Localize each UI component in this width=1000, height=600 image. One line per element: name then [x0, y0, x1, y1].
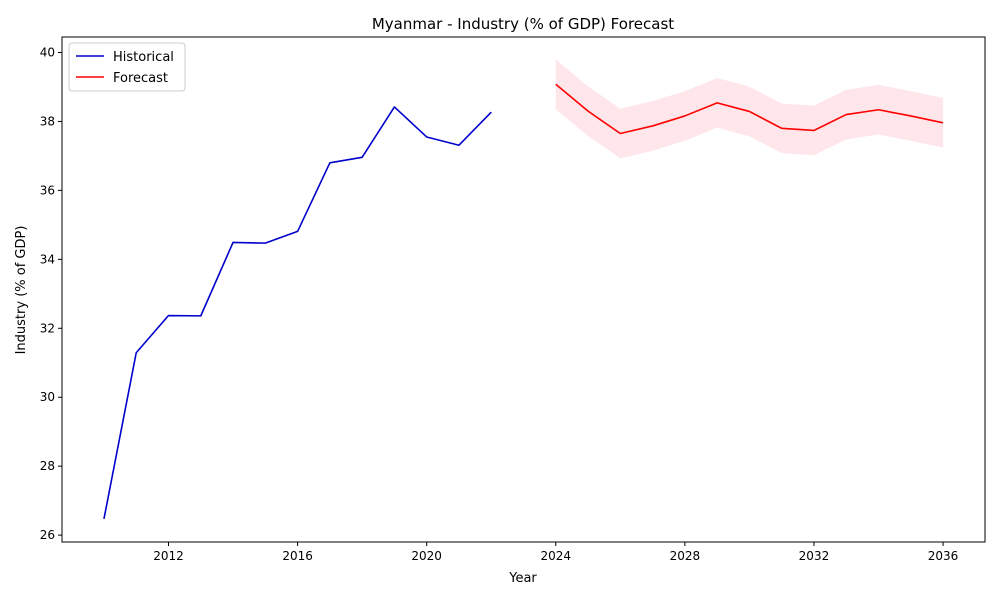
- historical-point: [426, 136, 428, 138]
- y-tick-label: 30: [40, 390, 55, 404]
- chart-title: Myanmar - Industry (% of GDP) Forecast: [372, 15, 674, 33]
- forecast-point: [652, 125, 654, 127]
- axis-ticks: 2012 2016 2020 2024 2028 2032 2036 26 28 30 32 34 36…: [40, 46, 959, 563]
- forecast-point: [942, 122, 944, 124]
- historical-point: [168, 315, 170, 317]
- y-tick-label: 34: [40, 252, 55, 266]
- legend-historical-label: Historical: [113, 50, 174, 65]
- historical-point: [200, 315, 202, 317]
- confidence-band-layer: [555, 59, 944, 159]
- y-tick-label: 36: [40, 183, 55, 197]
- forecast-point: [555, 83, 557, 85]
- y-tick-label: 40: [40, 46, 55, 60]
- historical-point: [103, 518, 105, 520]
- x-tick-label: 2024: [540, 549, 571, 563]
- legend-box: [68, 42, 186, 92]
- forecast-point: [845, 114, 847, 116]
- x-tick-label: 2028: [670, 549, 701, 563]
- forecast-confidence-band: [555, 59, 944, 159]
- historical-point: [329, 162, 331, 164]
- forecast-point: [781, 127, 783, 129]
- x-tick-label: 2032: [799, 549, 830, 563]
- legend: Historical Forecast: [68, 42, 186, 92]
- historical-point: [135, 352, 137, 354]
- historical-point: [393, 106, 395, 108]
- plot-frame: [61, 36, 986, 543]
- x-tick-label: 2020: [411, 549, 442, 563]
- historical-point: [490, 111, 492, 113]
- forecast-point: [587, 110, 589, 112]
- historical-point: [297, 230, 299, 232]
- forecast-point: [813, 129, 815, 131]
- forecast-point: [748, 110, 750, 112]
- y-axis-label: Industry (% of GDP): [14, 226, 29, 355]
- historical-point: [458, 144, 460, 146]
- y-tick-label: 32: [40, 321, 55, 335]
- y-tick-label: 38: [40, 114, 55, 128]
- historical-line: [103, 106, 492, 520]
- y-tick-label: 26: [40, 528, 55, 542]
- series-lines: [103, 83, 944, 520]
- x-axis-label: Year: [508, 571, 537, 586]
- forecast-point: [684, 115, 686, 117]
- forecast-point: [878, 109, 880, 111]
- historical-point: [361, 156, 363, 158]
- x-tick-label: 2016: [282, 549, 313, 563]
- legend-forecast-label: Forecast: [113, 71, 168, 86]
- forecast-point: [910, 115, 912, 117]
- historical-point: [232, 241, 234, 243]
- historical-point: [264, 242, 266, 244]
- x-tick-label: 2012: [153, 549, 184, 563]
- forecast-point: [716, 102, 718, 104]
- x-tick-label: 2036: [928, 549, 959, 563]
- y-tick-label: 28: [40, 459, 55, 473]
- forecast-line: [555, 83, 944, 135]
- forecast-point: [619, 133, 621, 135]
